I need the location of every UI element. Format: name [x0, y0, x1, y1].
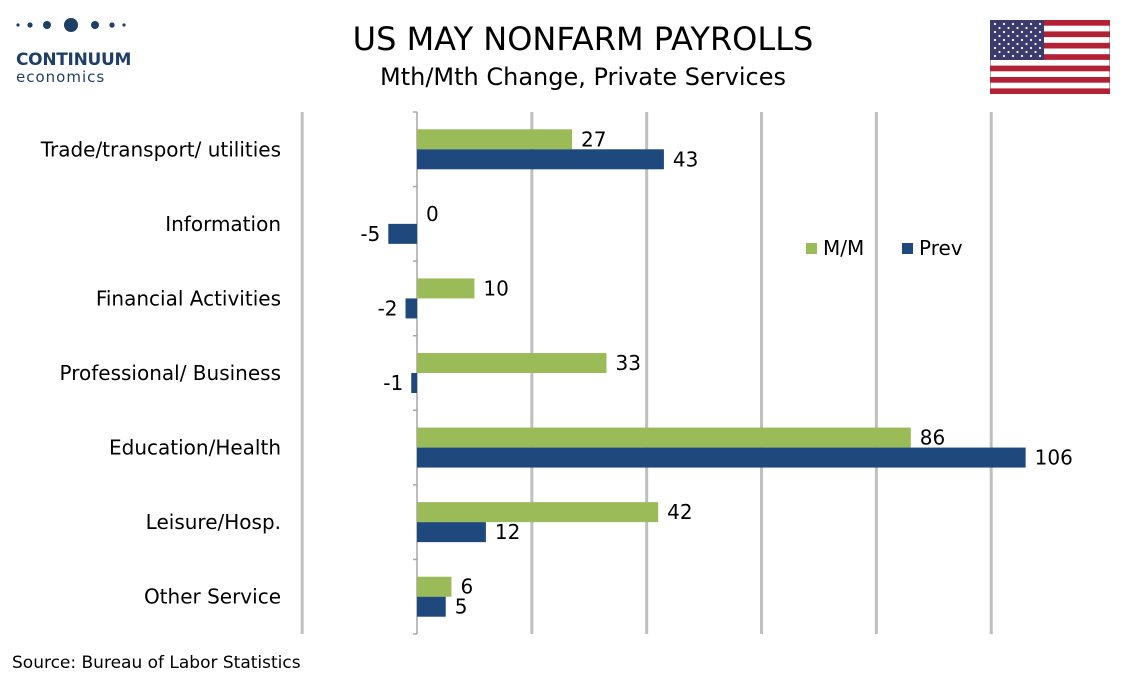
data-label: 43 [673, 147, 698, 171]
bar-m-m [417, 502, 659, 523]
logo-dots-icon [16, 18, 126, 32]
data-label: 27 [581, 127, 606, 151]
data-label: 106 [1035, 446, 1073, 470]
data-label: -2 [378, 296, 398, 320]
bar-m-m [417, 353, 607, 373]
legend-label: Prev [919, 236, 963, 260]
bar-prev [417, 596, 446, 617]
category-label: Other Service [144, 585, 281, 609]
category-label: Financial Activities [96, 286, 281, 310]
bar-prev [417, 522, 486, 543]
data-label: 12 [495, 520, 520, 544]
bar-prev [411, 373, 417, 393]
chart-title: US MAY NONFARM PAYROLLS [352, 20, 814, 58]
chart-subtitle: Mth/Mth Change, Private Services [379, 63, 787, 91]
category-label: Professional/ Business [60, 361, 281, 385]
bar-m-m [417, 129, 573, 150]
us-flag-icon [990, 20, 1110, 94]
logo-name: CONTINUUM [16, 50, 132, 70]
source-note: Source: Bureau of Labor Statistics [12, 653, 301, 673]
data-label: 0 [426, 202, 439, 226]
continuum-economics-logo: CONTINUUM economics [14, 14, 134, 85]
data-label: 42 [667, 500, 692, 524]
bar-m-m [417, 278, 475, 299]
data-label: 5 [455, 595, 468, 619]
logo-subtitle: economics [16, 68, 106, 86]
bar-prev [417, 447, 1026, 468]
bar-prev [388, 223, 417, 244]
category-label: Education/Health [109, 436, 281, 460]
data-label: -5 [360, 222, 380, 246]
bar-prev [405, 298, 417, 319]
data-label: 86 [920, 426, 945, 450]
category-label: Information [165, 212, 281, 236]
category-label: Leisure/Hosp. [146, 510, 281, 534]
bar-m-m [417, 427, 911, 448]
legend-swatch [902, 243, 913, 254]
bar-m-m [417, 576, 452, 597]
legend-swatch [806, 243, 817, 254]
legend-label: M/M [823, 236, 864, 260]
data-label: 6 [460, 575, 473, 599]
bar-prev [417, 149, 664, 170]
category-label: Trade/transport/ utilities [40, 137, 281, 161]
data-label: -1 [383, 371, 403, 395]
data-label: 33 [615, 351, 640, 375]
data-label: 10 [483, 276, 508, 300]
